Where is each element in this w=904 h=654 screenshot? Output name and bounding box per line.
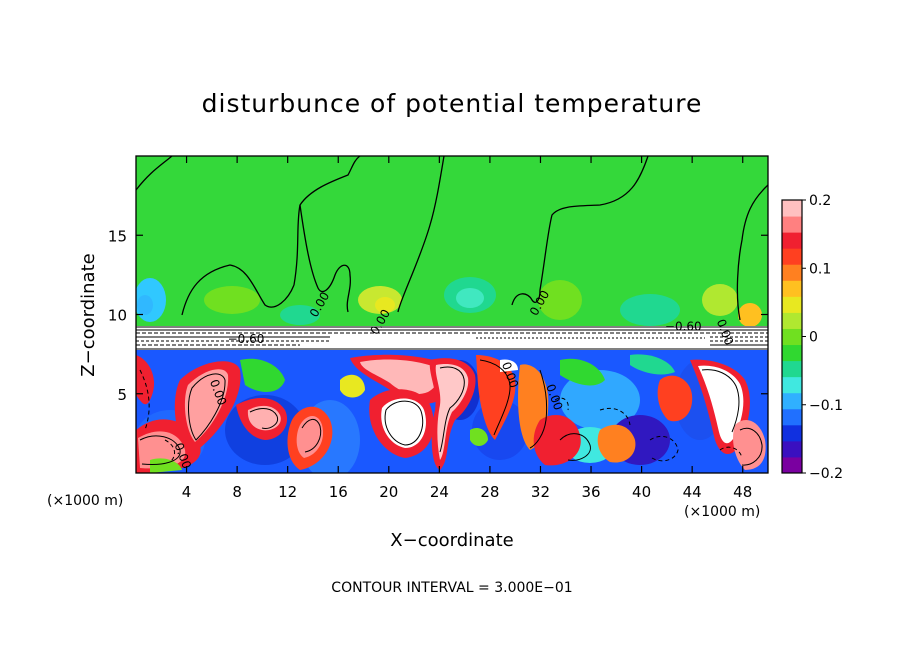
colorbar-segment <box>782 232 802 249</box>
x-tick-label: 44 <box>683 483 702 501</box>
colorbar-tick-label: −0.1 <box>809 398 843 414</box>
y-tick-label: 15 <box>108 227 127 245</box>
x-tick-label: 16 <box>329 483 348 501</box>
x-tick-label: 32 <box>531 483 550 501</box>
y-axis-label: Z−coordinate <box>78 253 99 376</box>
contour-label: −0.60 <box>228 332 265 346</box>
colorbar-segment <box>782 344 802 362</box>
colorbar-tick-label: −0.2 <box>809 466 843 482</box>
colorbar-tick-label: 0.1 <box>809 261 831 277</box>
lower-turbulent-field <box>136 350 768 473</box>
colorbar-segment <box>782 424 802 442</box>
colorbar: 0.2 0.1 0 −0.1 −0.2 <box>781 193 843 482</box>
eddy-bands-green <box>150 354 675 473</box>
colorbar-segment <box>782 360 802 378</box>
upper-field-patches <box>136 277 762 327</box>
colorbar-segment <box>782 376 802 394</box>
chart-title: disturbunce of potential temperature <box>202 89 703 118</box>
x-tick-label: 28 <box>480 483 499 501</box>
colorbar-segment <box>782 328 802 346</box>
colorbar-segment <box>782 408 802 426</box>
x-tick-label: 4 <box>182 483 192 501</box>
colorbar-segment <box>782 296 802 313</box>
lower-contours <box>139 359 763 466</box>
colorbar-segment <box>782 392 802 410</box>
colorbar-segments-layer <box>782 200 802 474</box>
upper-contours <box>136 156 768 321</box>
y-axis-ticks-layer: 5 10 15 <box>108 227 768 404</box>
colorbar-ticks-layer: 0.2 0.1 0 −0.1 −0.2 <box>802 193 843 482</box>
x-tick-label: 48 <box>733 483 752 501</box>
x-tick-label: 12 <box>278 483 297 501</box>
colorbar-segment <box>782 456 802 474</box>
x-axis-label: X−coordinate <box>390 530 513 551</box>
plot-area: 0.000.000.00−0.60−0.600.000.000.000.000.… <box>108 155 769 501</box>
colorbar-segment <box>782 216 802 233</box>
x-tick-label: 40 <box>632 483 651 501</box>
x-tick-label: 36 <box>581 483 600 501</box>
lower-dashed-contours <box>139 369 743 463</box>
colorbar-segment <box>782 440 802 458</box>
colorbar-segment <box>782 200 802 217</box>
colorbar-segment <box>782 248 802 265</box>
x-tick-label: 24 <box>430 483 449 501</box>
contour-interval-note: CONTOUR INTERVAL = 3.000E−01 <box>331 580 572 596</box>
colorbar-segment <box>782 264 802 281</box>
colorbar-tick-label: 0 <box>809 330 818 346</box>
contour-label: −0.60 <box>665 319 702 333</box>
colorbar-tick-label: 0.2 <box>809 193 831 209</box>
x-tick-label: 8 <box>232 483 242 501</box>
x-unit-left: (×1000 m) <box>47 493 123 509</box>
y-tick-label: 10 <box>108 307 127 325</box>
x-unit-right: (×1000 m) <box>684 504 760 520</box>
x-tick-label: 20 <box>379 483 398 501</box>
colorbar-segment <box>782 312 802 329</box>
y-tick-label: 5 <box>117 386 127 404</box>
x-axis-ticks-layer: 4 8 12 16 20 24 28 32 36 40 44 48 <box>182 156 752 501</box>
colorbar-segment <box>782 280 802 297</box>
